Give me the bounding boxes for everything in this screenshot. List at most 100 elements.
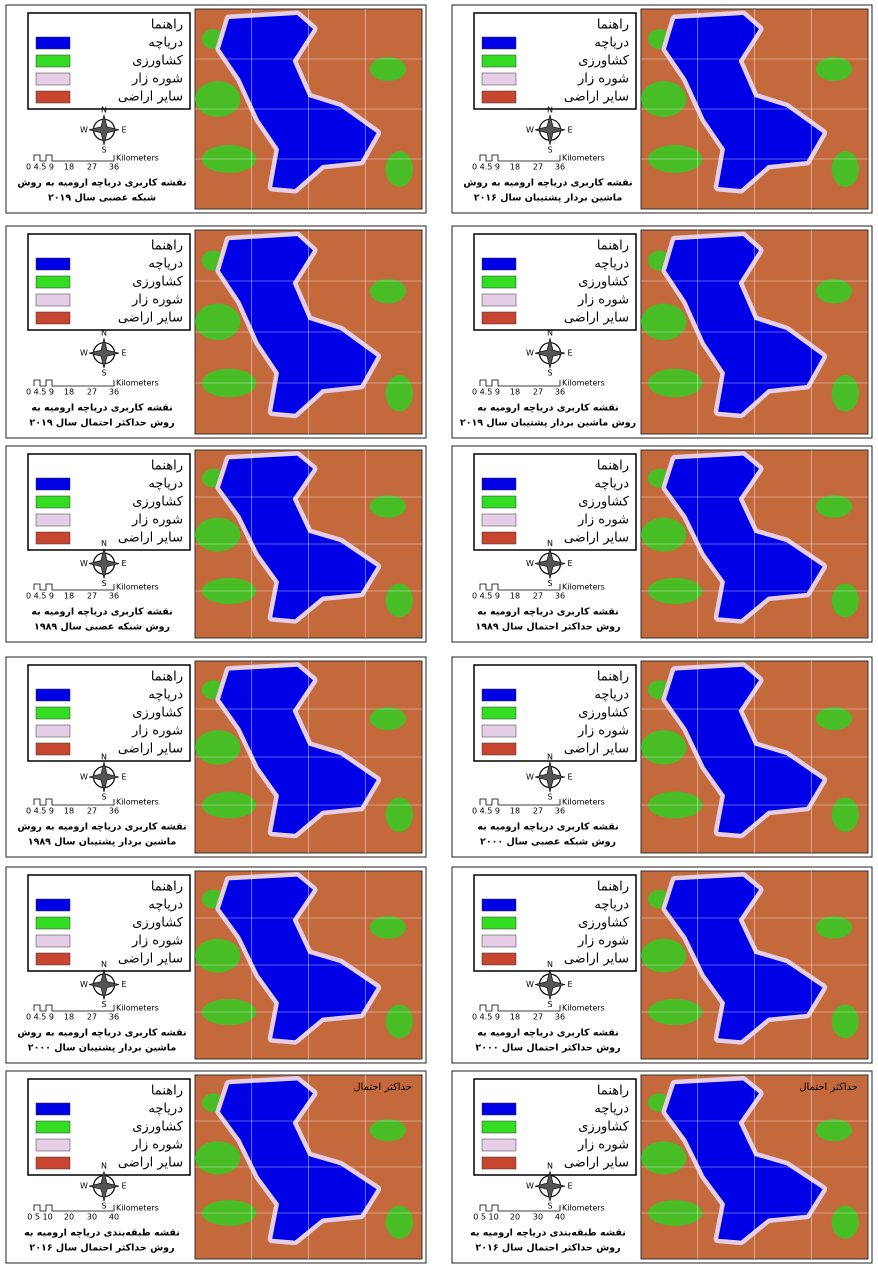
lake [666, 15, 823, 189]
agriculture-patch [641, 303, 687, 341]
scale-unit: Kilometers [116, 798, 159, 807]
legend-label: سایر اراضی [118, 952, 183, 967]
scale-label: 36 [555, 807, 565, 816]
legend-swatch [35, 477, 71, 491]
legend-swatch [481, 952, 517, 966]
scale-label: 20 [64, 1213, 74, 1222]
compass-s: S [101, 369, 106, 378]
legend-swatch [35, 513, 71, 527]
compass-e: E [121, 980, 126, 989]
legend-label: کشاورزی [132, 916, 184, 931]
scale-unit: Kilometers [116, 379, 159, 388]
legend-label: شوره زار [131, 293, 183, 308]
lake [220, 236, 377, 414]
legend-title: راهنما [151, 1084, 183, 1099]
scale-label: 18 [64, 388, 74, 397]
scale-unit: Kilometers [562, 583, 605, 592]
scale-bar [33, 1004, 115, 1012]
legend-label: دریاچه [594, 36, 629, 51]
compass-star [88, 1171, 120, 1202]
scale-label: 36 [555, 163, 565, 172]
caption: نقشه کاربری دریاچه ارومیه به روش [17, 1028, 186, 1039]
legend-label: سایر اراضی [564, 311, 629, 326]
compass-s: S [101, 579, 106, 588]
compass-n: N [547, 329, 553, 338]
legend-swatch [481, 916, 517, 930]
legend-label: دریاچه [594, 477, 629, 492]
legend-swatch [481, 706, 517, 720]
compass-n: N [101, 753, 107, 762]
compass-e: E [567, 125, 572, 134]
scale-label: 18 [64, 163, 74, 172]
compass-star [534, 761, 566, 793]
scale-label: 18 [510, 807, 520, 816]
legend-label: کشاورزی [132, 706, 184, 721]
agriculture-patch [195, 730, 241, 765]
compass-n: N [101, 960, 107, 969]
agriculture-patch [815, 916, 853, 939]
legend-swatch [35, 898, 71, 912]
caption: روش ماشین بردار پشتیبان سال ۲۰۱۹ [460, 418, 636, 429]
compass-star [88, 548, 120, 579]
legend-swatch [35, 293, 71, 307]
agriculture-patch [641, 730, 687, 765]
legend-label: کشاورزی [578, 54, 630, 69]
compass-w: W [80, 349, 88, 358]
agriculture-patch [385, 374, 413, 412]
legend-title: راهنما [151, 880, 183, 895]
agriculture-patch [641, 517, 687, 552]
agriculture-patch [195, 1141, 241, 1175]
legend-title: راهنما [151, 459, 183, 474]
scale-label: 27 [87, 592, 97, 601]
legend-title: راهنما [597, 880, 629, 895]
legend-label: سایر اراضی [118, 311, 183, 326]
scale-label: 27 [87, 807, 97, 816]
scale-label: 40 [555, 1213, 565, 1222]
compass-n: N [547, 960, 553, 969]
scale-label: 0 4.5 9 [26, 592, 54, 601]
agriculture-patch [385, 583, 413, 618]
compass-e: E [567, 1182, 572, 1191]
legend-label: دریاچه [148, 257, 183, 272]
lake [666, 876, 823, 1041]
compass-w: W [526, 1182, 534, 1191]
scale-label: 0 4.5 9 [472, 592, 500, 601]
scale-label: 0 4.5 9 [472, 163, 500, 172]
scale-label: 27 [533, 1013, 543, 1022]
caption: ماشین بردار پشتیبان سال ۲۰۰۰ [28, 1043, 177, 1054]
caption: نقشه کاربری دریاچه ارومیه به روش [463, 178, 632, 189]
compass-n: N [101, 1162, 107, 1171]
legend-title: راهنما [597, 1084, 629, 1099]
legend-label: شوره زار [577, 513, 629, 528]
compass-s: S [547, 579, 552, 588]
scale-label: 18 [510, 592, 520, 601]
legend-swatch [481, 1156, 517, 1170]
agriculture-patch [815, 278, 853, 304]
legend-swatch [35, 934, 71, 948]
legend-swatch [481, 495, 517, 509]
scale-label: 27 [533, 592, 543, 601]
scale-label: 0 4.5 9 [472, 807, 500, 816]
legend-swatch [481, 531, 517, 545]
compass-s: S [101, 1000, 106, 1009]
compass-w: W [526, 125, 534, 134]
scale-bar [479, 798, 561, 806]
caption: روش شبکه عصبی سال ۲۰۰۰ [480, 837, 616, 848]
compass-w: W [526, 559, 534, 568]
legend-swatch [481, 54, 517, 68]
legend-label: دریاچه [148, 1102, 183, 1117]
scale-label: 18 [64, 592, 74, 601]
compass-star [534, 114, 566, 145]
scale-label: 27 [87, 1013, 97, 1022]
agriculture-patch [385, 151, 413, 187]
agriculture-patch [195, 938, 241, 973]
caption: نقشه کاربری دریاچه ارومیه به [477, 403, 618, 414]
legend-swatch [35, 952, 71, 966]
legend-label: شوره زار [577, 293, 629, 308]
legend-swatch [35, 742, 71, 756]
legend-label: کشاورزی [578, 1120, 630, 1135]
agriculture-patch [369, 495, 407, 518]
scale-unit: Kilometers [116, 583, 159, 592]
legend-label: سایر اراضی [118, 531, 183, 546]
scale-unit: Kilometers [116, 154, 159, 163]
